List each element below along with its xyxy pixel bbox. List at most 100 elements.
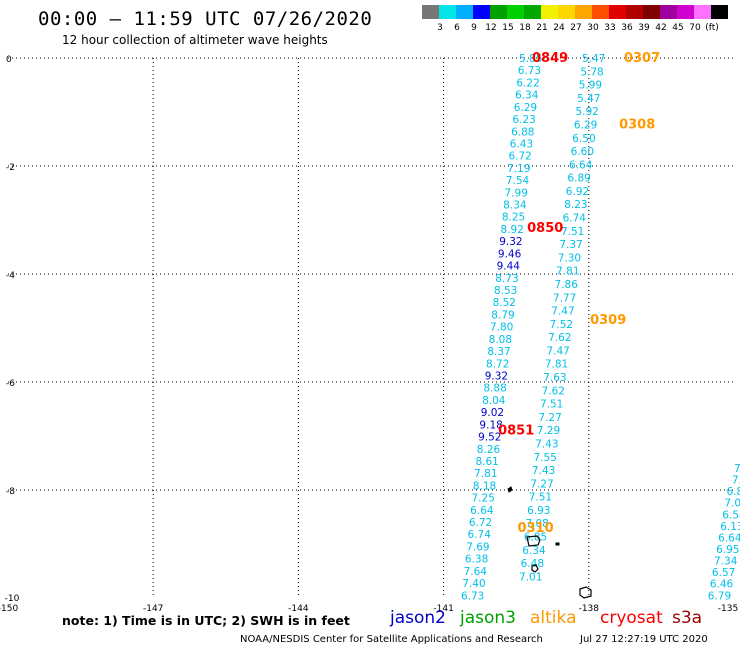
colorbar-label: 18	[519, 23, 531, 33]
colorbar-swatch	[490, 5, 507, 19]
swh-label-track-b: 6.92	[566, 186, 589, 198]
swh-label-track-a: 6.34	[515, 90, 539, 102]
swh-label-track-c: 6.95	[716, 544, 739, 556]
colorbar-swatch	[524, 5, 541, 19]
colorbar-label: 9	[471, 23, 477, 33]
swh-label-track-c: 6.13	[720, 521, 740, 533]
colorbar-swatch	[541, 5, 558, 19]
legend-jason2: jason2	[390, 608, 446, 628]
colorbar-label: 27	[570, 23, 582, 33]
swh-label-track-c: 6.64	[718, 532, 740, 544]
swh-label-track-a: 7.99	[505, 187, 528, 199]
pass-time-label: 0310	[517, 521, 553, 536]
swh-label-track-a: 6.22	[516, 77, 539, 89]
swh-label-track-a: 9.32	[499, 236, 522, 248]
colorbar-swatch	[473, 5, 490, 19]
pass-time-label: 0851	[498, 424, 534, 439]
y-tick-label: -10	[5, 594, 20, 604]
colorbar-swatch	[677, 5, 694, 19]
island-outline	[507, 486, 513, 493]
swh-label-track-a: 8.72	[486, 358, 509, 370]
x-tick-label: -150	[0, 604, 18, 614]
colorbar-label: 6	[454, 23, 460, 33]
colorbar-swatch	[626, 5, 643, 19]
swh-label-track-a: 7.64	[464, 566, 488, 578]
swh-label-track-b: 6.64	[569, 159, 593, 171]
swh-label-track-b: 7.51	[540, 399, 563, 411]
island-outline	[526, 535, 541, 547]
swh-label-track-b: 6.74	[563, 213, 587, 225]
colorbar-label: 70	[689, 23, 701, 33]
x-tick-label: -144	[288, 604, 309, 614]
swh-label-track-a: 6.29	[514, 102, 537, 114]
y-tick-label: -6	[6, 379, 15, 389]
swh-label-track-a: 9.02	[481, 407, 504, 419]
swh-label-track-b: 7.86	[555, 279, 579, 291]
pass-time-label: 0308	[619, 117, 655, 132]
swh-label-track-b: 7.81	[556, 266, 579, 278]
pass-time-label: 0849	[532, 51, 568, 66]
colorbar-swatch	[694, 5, 711, 19]
swh-label-track-b: 6.34	[522, 545, 546, 557]
x-tick-label: -147	[143, 604, 163, 614]
colorbar-swatch	[660, 5, 677, 19]
swh-label-track-b: 7.27	[530, 478, 553, 490]
swh-label-track-a: 6.43	[510, 138, 533, 150]
swh-label-track-b: 7.30	[558, 252, 581, 264]
y-tick-label: -4	[6, 271, 15, 281]
swh-label-track-b: 6.93	[527, 505, 550, 517]
swh-label-track-b: 7.51	[561, 226, 584, 238]
swh-label-track-b: 7.63	[543, 372, 566, 384]
swh-label-track-c: 6.58	[722, 509, 740, 521]
swh-label-track-b: 7.55	[534, 452, 557, 464]
colorbar-label: 3	[437, 23, 443, 33]
colorbar-swatch	[558, 5, 575, 19]
colorbar-label: 30	[587, 23, 599, 33]
colorbar-swatch	[643, 5, 660, 19]
units-note: note: 1) Time is in UTC; 2) SWH is in fe…	[62, 613, 350, 628]
legend-altika: altika	[530, 608, 577, 628]
swh-label-track-b: 7.81	[545, 359, 568, 371]
colorbar-label: 39	[638, 23, 650, 33]
swh-label-track-a: 8.34	[503, 200, 527, 212]
swh-label-track-b: 7.62	[542, 385, 565, 397]
swh-label-track-a: 6.38	[465, 554, 488, 566]
colorbar-label: 21	[536, 23, 548, 33]
y-tick-label: -2	[6, 163, 15, 173]
swh-label-track-a: 7.54	[506, 175, 530, 187]
swh-label-track-c: 6.46	[710, 579, 734, 591]
swh-label-track-b: 6.50	[572, 133, 595, 145]
swh-label-track-b: 7.37	[559, 239, 582, 251]
colorbar-swatch	[592, 5, 609, 19]
swh-label-track-b: 6.89	[567, 173, 590, 185]
swh-label-track-b: 7.52	[550, 319, 573, 331]
pass-time-label: 0307	[624, 51, 660, 66]
swh-label-track-a: 8.79	[491, 309, 514, 321]
swh-label-track-a: 6.73	[461, 590, 484, 602]
swh-label-track-a: 8.88	[483, 383, 506, 395]
colorbar-swatch	[507, 5, 524, 19]
swh-label-track-b: 7.01	[519, 571, 542, 583]
swh-label-track-a: 6.64	[470, 505, 494, 517]
swh-label-track-a: 7.81	[474, 468, 497, 480]
swh-label-track-b: 5.92	[575, 106, 598, 118]
swh-label-track-c: 6.82	[726, 486, 740, 498]
generated-timestamp: Jul 27 12:27:19 UTC 2020	[580, 634, 708, 645]
swh-label-track-a: 7.69	[466, 541, 489, 553]
swh-label-track-a: 7.80	[490, 322, 513, 334]
swh-label-track-a: 8.08	[489, 334, 512, 346]
chart-subtitle: 12 hour collection of altimeter wave hei…	[62, 33, 328, 47]
swh-label-track-b: 8.23	[564, 199, 587, 211]
swh-label-track-a: 6.88	[511, 126, 534, 138]
swh-label-track-b: 6.48	[521, 558, 544, 570]
swh-label-track-b: 5.47	[582, 53, 605, 65]
swh-label-track-a: 8.37	[487, 346, 510, 358]
swh-label-track-b: 7.08	[525, 518, 548, 530]
swh-label-track-a: 7.40	[462, 578, 485, 590]
swh-label-track-b: 7.62	[548, 332, 571, 344]
legend-jason3: jason3	[460, 608, 516, 628]
swh-label-track-b: 6.29	[574, 119, 597, 131]
swh-label-track-b: 5.47	[577, 93, 600, 105]
swh-label-track-c: 7.4	[732, 475, 740, 487]
colorbar-label: 36	[621, 23, 633, 33]
